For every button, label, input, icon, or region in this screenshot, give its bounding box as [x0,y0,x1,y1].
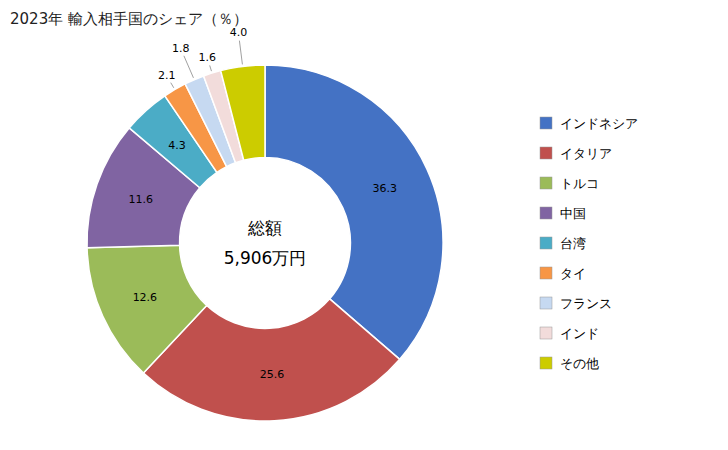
wedge [87,245,207,373]
data-label: 2.1 [158,69,176,82]
center-label: 総額 [247,218,282,238]
data-label: 11.6 [128,193,153,206]
center-label: 5,906万円 [224,248,307,268]
legend-swatch [540,207,552,219]
legend-swatch [540,297,552,309]
legend-label: 中国 [560,206,586,221]
legend-swatch [540,117,552,129]
data-label: 4.0 [230,26,248,39]
legend-label: その他 [560,356,599,371]
leader-line [184,56,194,78]
title: 2023年 輸入相手国のシェア（％） [10,10,248,28]
legend-label: トルコ [560,176,599,191]
legend-label: タイ [560,266,586,281]
legend-swatch [540,267,552,279]
data-label: 4.3 [168,139,186,152]
legend-swatch [540,177,552,189]
leader-line [171,83,174,88]
wedge [221,65,265,160]
data-label: 12.6 [133,291,158,304]
legend-label: フランス [560,296,612,311]
data-label: 1.8 [172,42,190,55]
legend-label: 台湾 [560,236,586,251]
legend: インドネシアイタリアトルコ中国台湾タイフランスインドその他 [540,116,638,371]
data-labels: 36.3 25.6 12.6 11.6 4.3 2.1 1.8 1.6 4.0 [128,26,397,381]
legend-label: インドネシア [560,116,638,131]
wedges [87,65,443,421]
legend-label: インド [560,326,599,341]
leader-line [210,65,212,71]
wedge [265,65,443,359]
wedge [87,128,200,248]
leader-line [239,41,242,65]
legend-swatch [540,237,552,249]
data-label: 25.6 [260,368,285,381]
legend-swatch [540,327,552,339]
data-label: 1.6 [199,51,217,64]
chart: 2023年 輸入相手国のシェア（％） 36.3 25.6 12.6 11.6 4.3 2.1… [0,0,728,450]
legend-label: イタリア [560,146,612,161]
data-label: 36.3 [373,182,398,195]
legend-swatch [540,147,552,159]
legend-swatch [540,357,552,369]
